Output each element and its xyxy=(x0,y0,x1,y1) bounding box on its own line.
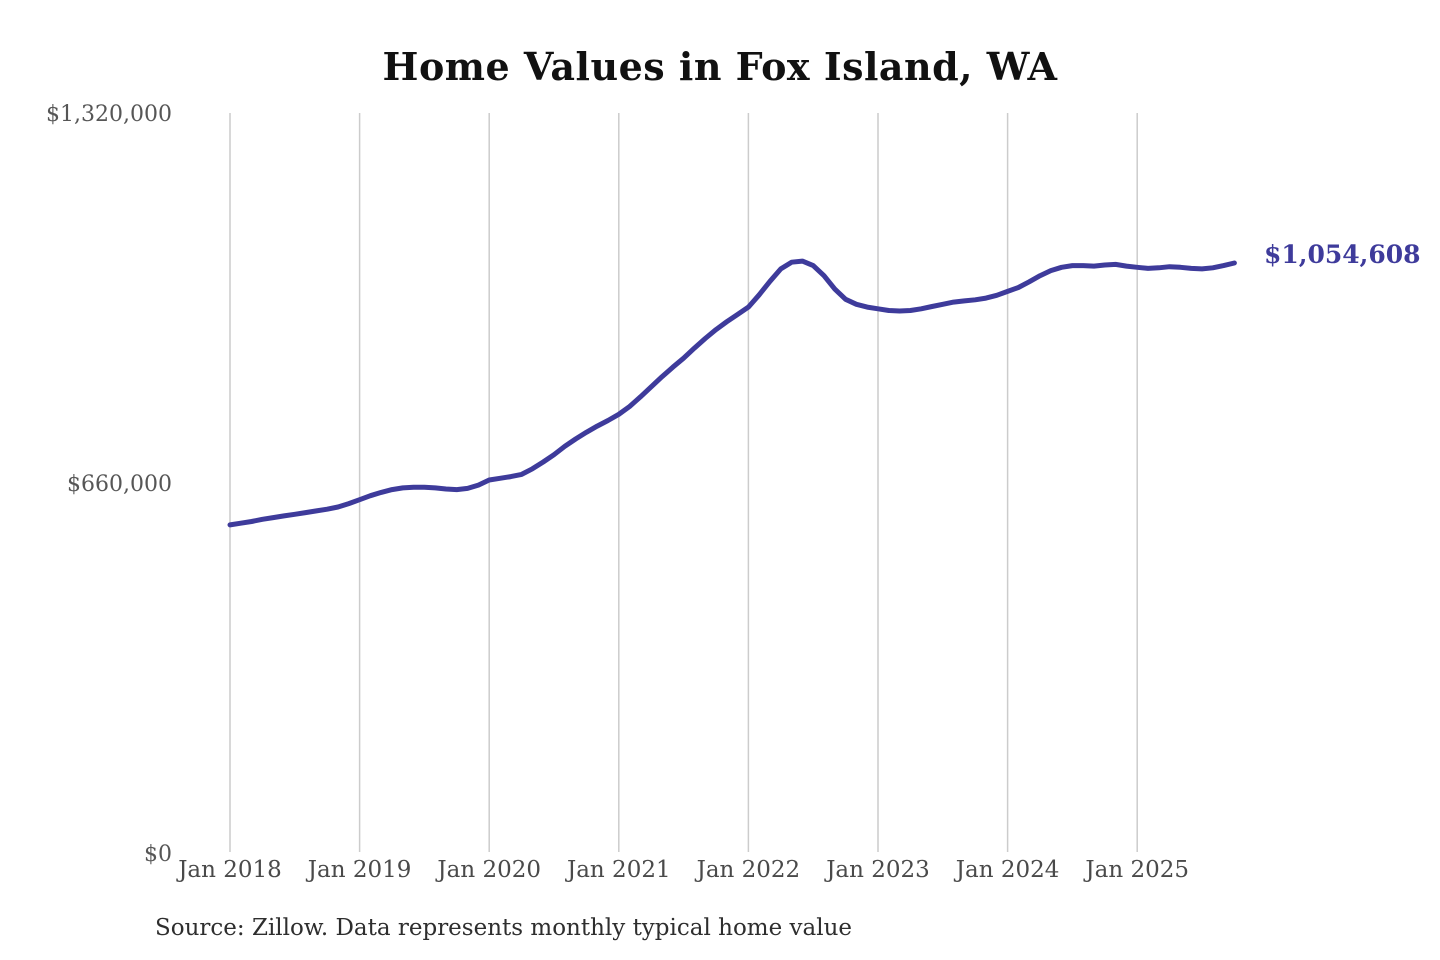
source-note: Source: Zillow. Data represents monthly … xyxy=(155,915,853,941)
x-tick-label: Jan 2021 xyxy=(567,857,671,883)
gridlines xyxy=(229,113,1138,852)
x-tick-label: Jan 2019 xyxy=(307,857,412,883)
y-axis-label-max: $1,320,000 xyxy=(46,102,172,127)
x-tick-label: Jan 2024 xyxy=(955,857,1060,883)
x-tick-label: Jan 2022 xyxy=(696,857,801,883)
y-axis-label-zero: $0 xyxy=(144,842,172,867)
chart-title: Home Values in Fox Island, WA xyxy=(382,44,1058,89)
latest-value-label: $1,054,608 xyxy=(1264,240,1421,269)
x-tick-label: Jan 2018 xyxy=(178,857,282,883)
y-axis-label-mid: $660,000 xyxy=(67,472,172,497)
x-tick-label: Jan 2025 xyxy=(1085,857,1189,883)
home-value-line xyxy=(227,258,1237,528)
x-tick-label: Jan 2023 xyxy=(826,857,930,883)
x-tick-label: Jan 2020 xyxy=(437,857,541,883)
